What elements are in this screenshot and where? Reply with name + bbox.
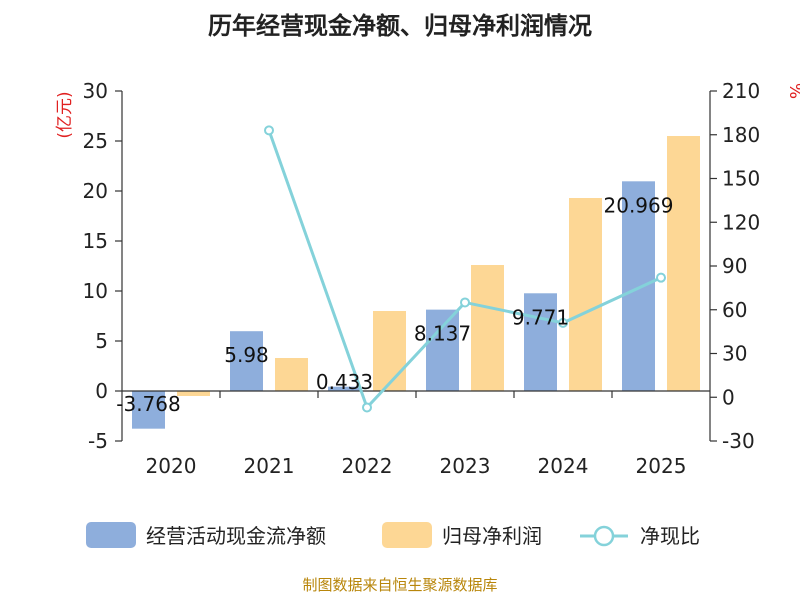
bar-net-profit: [471, 265, 504, 391]
data-label: -3.768: [116, 392, 180, 416]
right-axis-tick-label: 210: [722, 79, 760, 103]
plot-area: -5051015202530-3003060901201501802102020…: [83, 79, 761, 478]
left-axis-unit: (亿元): [55, 91, 75, 138]
left-axis-tick-label: -5: [88, 429, 108, 453]
x-axis-tick-label: 2020: [146, 454, 197, 478]
data-label: 5.98: [224, 343, 269, 367]
legend-swatch-operating-cash-flow: [86, 522, 136, 548]
data-label: 9.771: [512, 305, 569, 329]
bar-net-profit: [373, 311, 406, 391]
right-axis-tick-label: 30: [722, 342, 747, 366]
line-point: [656, 272, 666, 283]
right-axis-tick-label: 150: [722, 167, 760, 191]
x-axis-tick-label: 2024: [538, 454, 589, 478]
legend-marker-net-cash-ratio: [593, 525, 615, 547]
left-axis-tick-label: 10: [83, 279, 108, 303]
x-axis-tick-label: 2025: [636, 454, 687, 478]
right-axis-tick-label: 0: [722, 385, 735, 409]
bar-net-profit: [667, 136, 700, 391]
x-axis-tick-label: 2022: [342, 454, 393, 478]
right-axis-tick-label: 60: [722, 298, 747, 322]
bar-operating-cash-flow: [524, 293, 557, 391]
data-label: 20.969: [604, 193, 674, 217]
left-axis-tick-label: 0: [95, 379, 108, 403]
line-point: [362, 402, 372, 413]
bar-operating-cash-flow: [132, 391, 165, 429]
right-axis-tick-label: 90: [722, 254, 747, 278]
left-axis-tick-label: 20: [83, 179, 108, 203]
bar-net-profit: [275, 358, 308, 391]
bar-operating-cash-flow: [622, 181, 655, 391]
bar-operating-cash-flow: [328, 386, 361, 391]
line-point: [460, 297, 470, 308]
left-axis-tick-label: 5: [95, 329, 108, 353]
legend: 经营活动现金流净额 归母净利润 净现比: [86, 522, 700, 548]
data-label: 8.137: [414, 322, 471, 346]
bar-operating-cash-flow: [426, 309, 459, 391]
legend-label-operating-cash-flow: 经营活动现金流净额: [146, 524, 326, 548]
line-net-cash-ratio: [267, 129, 662, 411]
x-axis-tick-label: 2021: [244, 454, 295, 478]
right-axis-tick-label: 120: [722, 210, 760, 234]
right-axis-tick-label: 180: [722, 123, 760, 147]
left-axis-tick-label: 15: [83, 229, 108, 253]
legend-swatch-net-profit: [382, 522, 432, 548]
legend-label-net-profit: 归母净利润: [442, 524, 542, 548]
bar-net-profit: [177, 391, 210, 396]
line-point: [558, 317, 568, 328]
x-axis-tick-label: 2023: [440, 454, 491, 478]
left-axis-tick-label: 25: [83, 129, 108, 153]
right-axis-tick-label: -30: [722, 429, 755, 453]
source-note: 制图数据来自恒生聚源数据库: [302, 576, 497, 594]
left-axis-tick-label: 30: [83, 79, 108, 103]
data-label: 0.433: [316, 370, 373, 394]
right-axis-unit: %: [785, 83, 800, 99]
bar-net-profit: [569, 198, 602, 391]
bar-operating-cash-flow: [230, 331, 263, 391]
legend-label-net-cash-ratio: 净现比: [640, 524, 700, 548]
chart-title: 历年经营现金净额、归母净利润情况: [208, 12, 592, 40]
line-point: [264, 125, 274, 136]
